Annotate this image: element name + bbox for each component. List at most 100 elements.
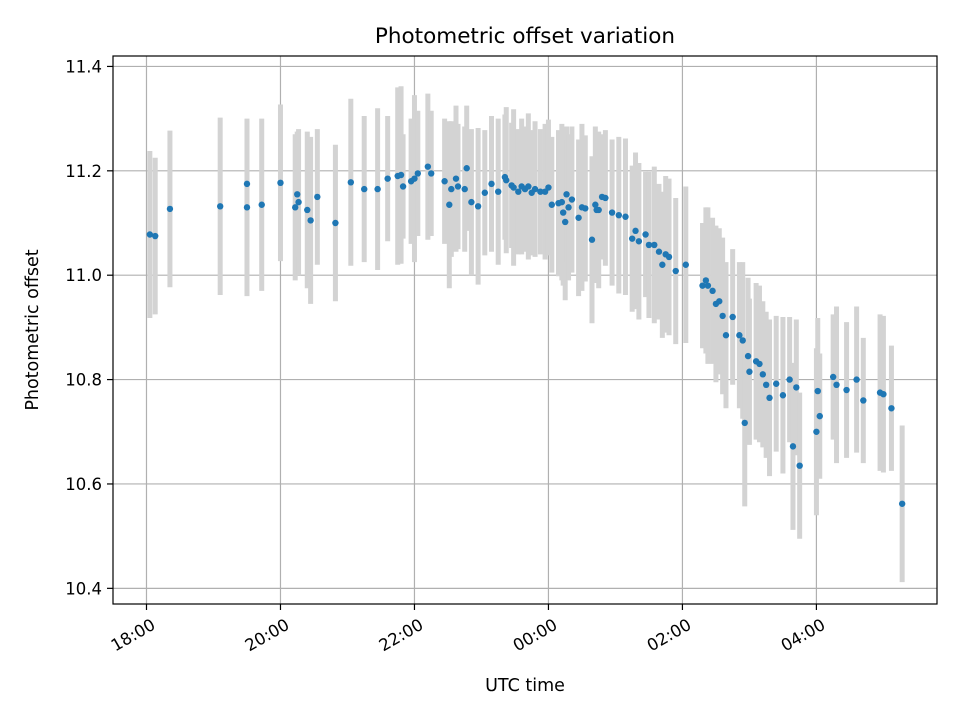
data-point [762, 381, 770, 388]
data-point [766, 394, 773, 402]
data-point [295, 198, 302, 206]
data-point [314, 193, 321, 201]
data-point [746, 368, 753, 375]
data-point [608, 209, 616, 216]
data-point [565, 204, 572, 211]
chart-title: Photometric offset variation [375, 24, 675, 49]
data-point [853, 376, 860, 383]
data-point [756, 360, 763, 368]
data-point [833, 381, 840, 388]
data-point [277, 179, 284, 187]
data-point [463, 165, 470, 172]
data-point [537, 188, 544, 195]
data-point [292, 204, 299, 211]
data-point [744, 352, 752, 360]
data-point [779, 392, 787, 399]
data-point [702, 277, 710, 284]
data-point [347, 179, 355, 186]
data-point [615, 211, 622, 219]
data-point [216, 203, 224, 210]
data-point [243, 180, 251, 188]
data-point [575, 214, 582, 221]
data-point [561, 218, 569, 226]
data-point [414, 170, 422, 177]
plot-frame [112, 55, 938, 605]
data-point [399, 183, 407, 190]
data-point [682, 261, 689, 268]
data-point [582, 205, 589, 212]
data-point [146, 231, 154, 238]
data-point [548, 201, 555, 208]
data-point [258, 201, 265, 208]
data-point [659, 261, 666, 268]
data-point [773, 380, 780, 387]
data-point [814, 387, 821, 395]
y-axis-label: Photometric offset [23, 249, 43, 410]
data-point [843, 386, 850, 394]
data-point [411, 175, 418, 182]
data-point [880, 390, 887, 398]
data-point [741, 419, 748, 427]
data-point [588, 236, 596, 243]
data-point [602, 194, 609, 202]
data-point [468, 198, 475, 206]
data-point [642, 231, 649, 238]
data-point [424, 163, 432, 170]
data-point [152, 232, 159, 240]
data-point [461, 185, 468, 193]
data-point [665, 253, 673, 261]
data-point [632, 227, 639, 235]
y-axis-ticks: 10.4 10.6 10.8 11.0 11.2 11.4 [65, 57, 113, 598]
y-tick-label: 10.8 [65, 371, 102, 390]
data-point [488, 180, 495, 188]
x-axis-label: UTC time [485, 676, 565, 696]
data-point [446, 201, 453, 208]
data-point [515, 188, 522, 195]
data-point [307, 217, 314, 224]
data-point [786, 376, 793, 383]
data-point [495, 188, 502, 195]
data-point [719, 312, 726, 320]
data-point [510, 184, 517, 191]
data-point [628, 235, 636, 242]
data-point [304, 206, 311, 214]
data-point [243, 204, 251, 211]
data-point [595, 206, 602, 214]
data-point [374, 185, 381, 193]
data-point [384, 175, 391, 182]
data-point [503, 177, 510, 184]
data-point [545, 184, 552, 191]
data-points [146, 163, 906, 507]
data-point [796, 462, 803, 469]
data-point [645, 241, 653, 249]
data-point [739, 337, 746, 344]
data-point [655, 248, 663, 255]
data-point [397, 171, 405, 179]
data-point [622, 213, 629, 220]
data-point [704, 282, 712, 289]
data-point [672, 267, 679, 275]
data-point [716, 298, 723, 305]
data-point [816, 412, 823, 420]
data-point [888, 405, 895, 412]
y-tick-label: 11.2 [65, 162, 102, 181]
data-point [294, 191, 301, 198]
data-point [736, 332, 743, 339]
data-point [592, 201, 599, 208]
data-point [332, 219, 339, 227]
y-tick-label: 11.4 [65, 57, 102, 76]
data-point [441, 178, 448, 185]
data-point [759, 371, 767, 378]
y-tick-label: 10.4 [65, 579, 102, 598]
data-point [474, 203, 482, 210]
data-point [452, 175, 460, 182]
data-point [558, 198, 566, 206]
data-point [166, 205, 174, 213]
data-point [709, 287, 716, 295]
data-point [563, 191, 570, 198]
data-point [525, 183, 532, 190]
data-point [559, 209, 567, 216]
data-point [829, 373, 837, 381]
y-tick-label: 11.0 [65, 266, 102, 285]
